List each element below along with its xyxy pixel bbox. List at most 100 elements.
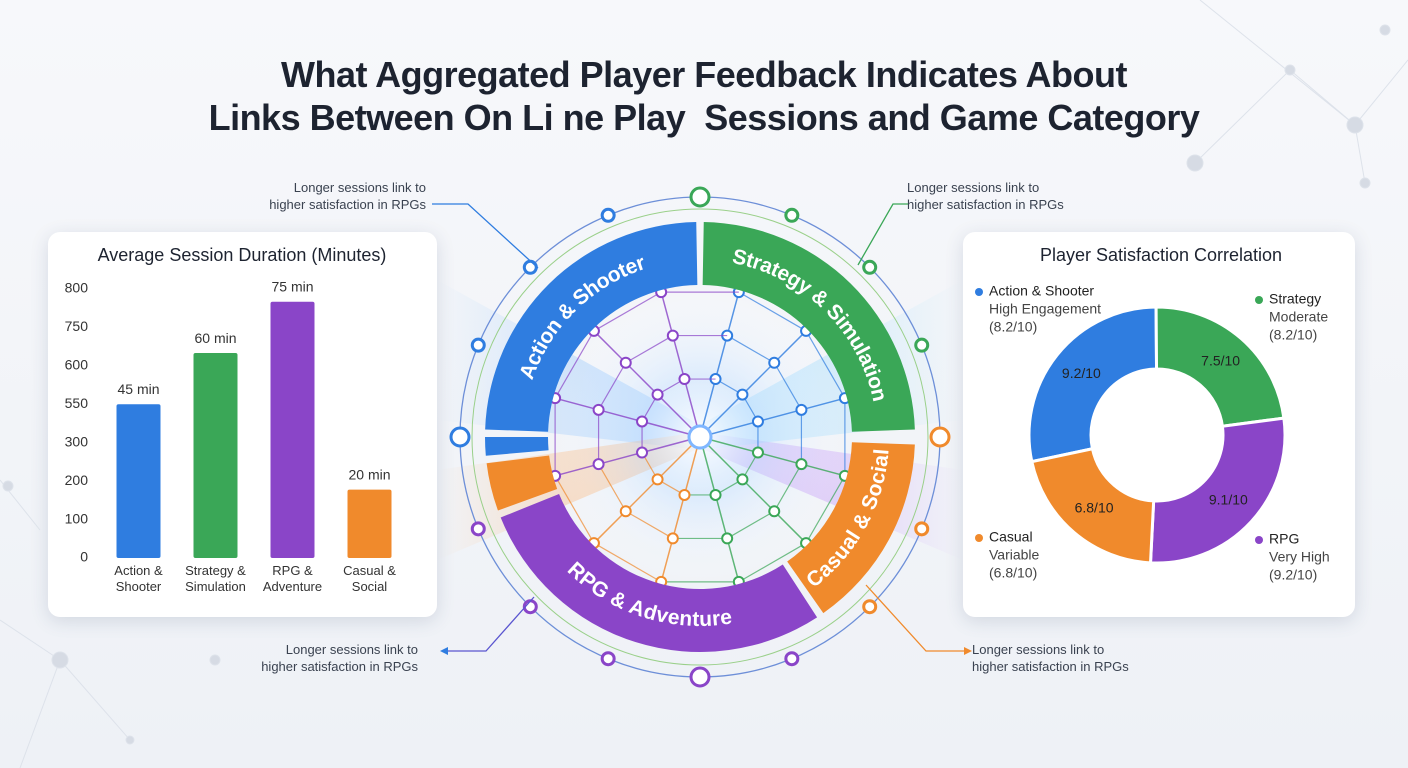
node <box>795 403 808 416</box>
web-line <box>741 394 759 422</box>
node <box>678 488 691 501</box>
orbit-node <box>470 337 486 353</box>
wheel-label: Action & Shooter <box>515 251 648 383</box>
orbit <box>471 208 929 666</box>
wheel-segment <box>702 222 915 432</box>
orbit-node <box>914 521 930 537</box>
web-line <box>625 335 674 364</box>
spoke <box>660 436 701 583</box>
node <box>655 286 668 299</box>
wheel: Action & Shooter Strategy & Simulation Cas… <box>449 186 951 688</box>
orbit-node <box>862 599 878 615</box>
wheel-segment <box>486 455 558 511</box>
hub <box>687 424 713 450</box>
x-tick-label: Casual & Social <box>343 563 396 594</box>
annotation: Longer sessions link to higher satisfact… <box>261 642 418 674</box>
node <box>619 505 632 518</box>
web-line <box>625 510 674 539</box>
spoke <box>593 436 701 544</box>
node <box>587 324 600 337</box>
orbit-node <box>784 207 800 223</box>
spoke <box>699 291 740 438</box>
node <box>768 356 781 369</box>
web-line <box>657 478 685 496</box>
node <box>768 505 781 518</box>
node <box>732 286 745 299</box>
node <box>636 446 649 459</box>
orbit-node <box>689 666 711 688</box>
node <box>800 537 813 550</box>
spoke <box>699 397 846 438</box>
spoke <box>660 291 701 438</box>
node <box>666 329 679 342</box>
node <box>619 356 632 369</box>
wheel-label-text: RPG & Adventure <box>563 557 733 630</box>
wheel-segment <box>485 222 698 432</box>
wheel-segment <box>787 442 915 614</box>
node <box>721 532 734 545</box>
wheel-label: Strategy & Simulation <box>730 245 891 404</box>
spoke <box>699 436 846 477</box>
x-tick-label: RPG & Adventure <box>262 563 323 594</box>
node <box>636 415 649 428</box>
orbit-node <box>522 599 538 615</box>
spoke <box>699 330 807 438</box>
node <box>678 373 691 386</box>
node <box>709 373 722 386</box>
spoke <box>699 436 740 583</box>
spoke <box>593 330 701 438</box>
light-beams <box>437 280 963 560</box>
annotation: Longer sessions link to higher satisfact… <box>972 642 1129 674</box>
node <box>751 415 764 428</box>
title-line: Links Between On Li ne Play Sessions and… <box>208 97 1200 138</box>
wheel-label-text: Strategy & Simulation <box>730 245 891 404</box>
node <box>800 324 813 337</box>
web-line <box>773 463 802 512</box>
orbit-node <box>914 337 930 353</box>
node <box>838 469 851 482</box>
web-line <box>641 394 659 422</box>
orbit-node <box>862 259 878 275</box>
annotation: Longer sessions link to higher satisfact… <box>907 180 1064 212</box>
spoke <box>554 397 701 438</box>
web-line <box>598 362 627 411</box>
web-line <box>554 475 595 544</box>
node <box>721 329 734 342</box>
wheel-segment <box>485 437 549 456</box>
web-line <box>641 452 659 480</box>
wheel-label-text: Casual & Social <box>802 448 893 592</box>
node <box>587 537 600 550</box>
x-tick-label: Strategy & Simulation <box>185 563 246 594</box>
wheel-label: Casual & Social <box>802 448 893 592</box>
web-line <box>741 452 759 480</box>
bar-card <box>48 232 437 617</box>
orbit-node <box>929 426 951 448</box>
wheel-label-text: Action & Shooter <box>515 251 648 383</box>
web-line <box>805 475 846 544</box>
node <box>651 388 664 401</box>
web-line <box>738 542 807 583</box>
node <box>655 575 668 588</box>
web-line <box>593 542 662 583</box>
orbit-node <box>470 521 486 537</box>
web-line <box>715 378 743 396</box>
node <box>549 469 562 482</box>
orbit-node <box>449 426 471 448</box>
node <box>592 403 605 416</box>
web-line <box>773 362 802 411</box>
node <box>838 392 851 405</box>
x-tick-label: Action & Shooter <box>114 563 163 594</box>
orbit-node <box>689 186 711 208</box>
web-line <box>805 330 846 399</box>
web-line <box>554 330 595 399</box>
wheel-label: RPG & Adventure <box>563 557 733 630</box>
orbit-node <box>600 651 616 667</box>
donut-card <box>963 232 1355 617</box>
node <box>651 473 664 486</box>
node <box>592 458 605 471</box>
spoke <box>554 436 701 477</box>
orbit-node <box>784 651 800 667</box>
node <box>751 446 764 459</box>
web-line <box>715 478 743 496</box>
